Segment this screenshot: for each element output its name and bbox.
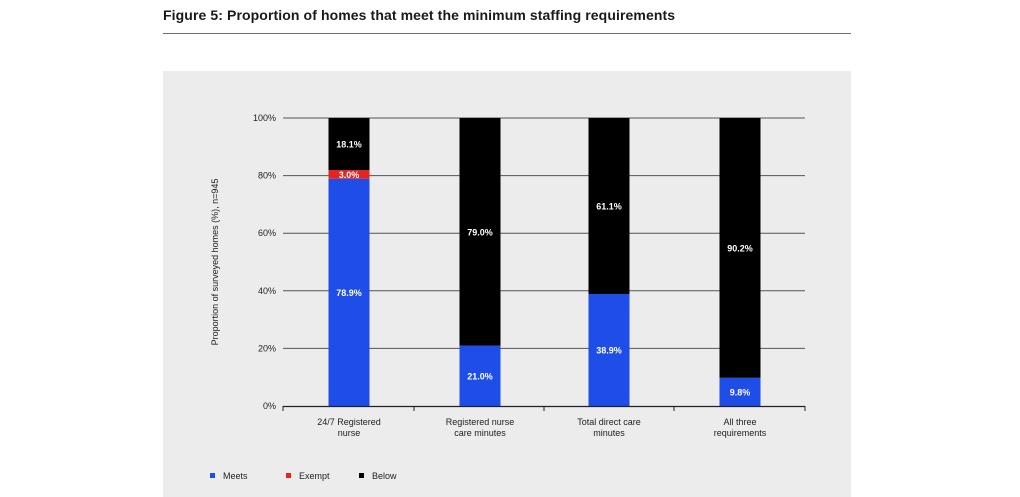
bar-meets [328, 178, 370, 406]
legend-label-meets: Meets [223, 471, 248, 481]
y-axis-label: Proportion of surveyed homes (%), n=945 [210, 179, 220, 346]
axes: 0% 20% 40% 60% 80% 100% 24/7 Registered nurse Re… [210, 113, 806, 438]
y-tick-label: 100% [253, 113, 276, 123]
y-tick-label: 60% [258, 228, 276, 238]
legend-swatch-exempt [286, 473, 291, 478]
y-tick-label: 0% [263, 401, 276, 411]
bar-below [719, 118, 761, 378]
x-category-label: Registered nurse care minutes [446, 417, 515, 438]
bar-exempt [328, 170, 370, 179]
x-category-label: All three requirements [714, 417, 767, 438]
data-label: 90.2% [727, 243, 753, 253]
data-label: 21.0% [467, 371, 493, 381]
bar-below [588, 118, 630, 294]
bar-meets [588, 293, 630, 406]
bar-meets [719, 377, 761, 406]
bar-meets [459, 345, 501, 406]
bars [328, 118, 761, 406]
data-label: 3.0% [339, 170, 360, 180]
title-divider [163, 33, 851, 34]
data-labels: 78.9% 3.0% 18.1% 21.0% 79.0% 38.9% 61.1% 9.8% 90… [336, 140, 753, 398]
x-category-label: Total direct care minutes [577, 417, 641, 438]
bar-below [459, 118, 501, 346]
data-label: 38.9% [596, 345, 622, 355]
y-tick-label: 80% [258, 171, 276, 181]
y-tick-label: 20% [258, 343, 276, 353]
legend: Meets Exempt Below [210, 471, 397, 481]
legend-swatch-meets [210, 473, 215, 478]
y-tick-label: 40% [258, 286, 276, 296]
data-label: 18.1% [336, 140, 362, 150]
legend-label-below: Below [372, 471, 397, 481]
data-label: 9.8% [730, 387, 751, 397]
figure-title: Figure 5: Proportion of homes that meet … [163, 7, 676, 23]
data-label: 61.1% [596, 201, 622, 211]
gridlines [283, 117, 805, 349]
legend-swatch-below [359, 473, 364, 478]
legend-label-exempt: Exempt [299, 471, 330, 481]
x-category-label: 24/7 Registered nurse [317, 417, 381, 438]
data-label: 79.0% [467, 227, 493, 237]
bar-below [328, 118, 370, 171]
data-label: 78.9% [336, 288, 362, 298]
